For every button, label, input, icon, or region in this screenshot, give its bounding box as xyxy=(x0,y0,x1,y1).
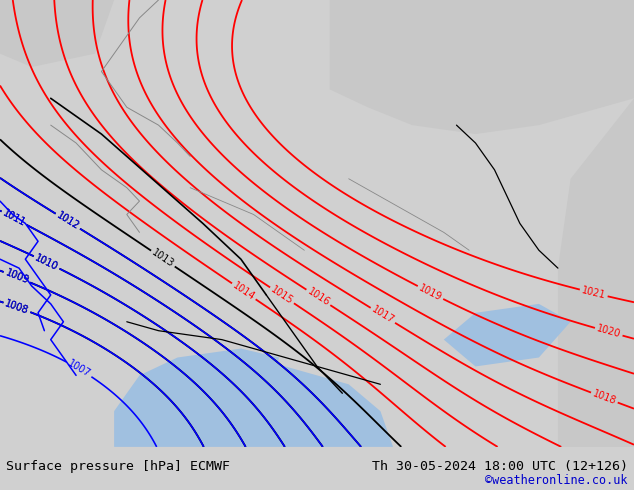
Text: 1017: 1017 xyxy=(370,305,396,326)
Polygon shape xyxy=(444,304,571,367)
Polygon shape xyxy=(0,0,114,67)
Text: 1007: 1007 xyxy=(66,359,93,380)
Text: 1011: 1011 xyxy=(1,208,27,228)
Polygon shape xyxy=(330,0,634,134)
Text: 1015: 1015 xyxy=(269,284,295,306)
Polygon shape xyxy=(216,348,279,411)
Text: ©weatheronline.co.uk: ©weatheronline.co.uk xyxy=(485,473,628,487)
Text: 1008: 1008 xyxy=(4,298,30,316)
Polygon shape xyxy=(558,98,634,447)
Text: 1013: 1013 xyxy=(150,247,176,270)
Text: 1020: 1020 xyxy=(595,324,622,340)
Text: 1009: 1009 xyxy=(4,268,30,286)
Text: 1009: 1009 xyxy=(4,268,30,286)
Text: 1021: 1021 xyxy=(581,285,607,301)
Text: 1018: 1018 xyxy=(591,389,618,407)
Text: 1008: 1008 xyxy=(4,298,30,316)
Polygon shape xyxy=(114,348,393,447)
Text: 1012: 1012 xyxy=(55,211,81,232)
Text: 1014: 1014 xyxy=(231,280,257,302)
Text: 1019: 1019 xyxy=(417,283,444,303)
Text: 1011: 1011 xyxy=(1,208,27,228)
Text: Th 30-05-2024 18:00 UTC (12+126): Th 30-05-2024 18:00 UTC (12+126) xyxy=(372,460,628,473)
Text: 1016: 1016 xyxy=(306,287,332,308)
Text: 1010: 1010 xyxy=(34,252,60,272)
Text: 1010: 1010 xyxy=(34,252,60,272)
Text: 1012: 1012 xyxy=(55,211,81,232)
Text: Surface pressure [hPa] ECMWF: Surface pressure [hPa] ECMWF xyxy=(6,460,230,473)
